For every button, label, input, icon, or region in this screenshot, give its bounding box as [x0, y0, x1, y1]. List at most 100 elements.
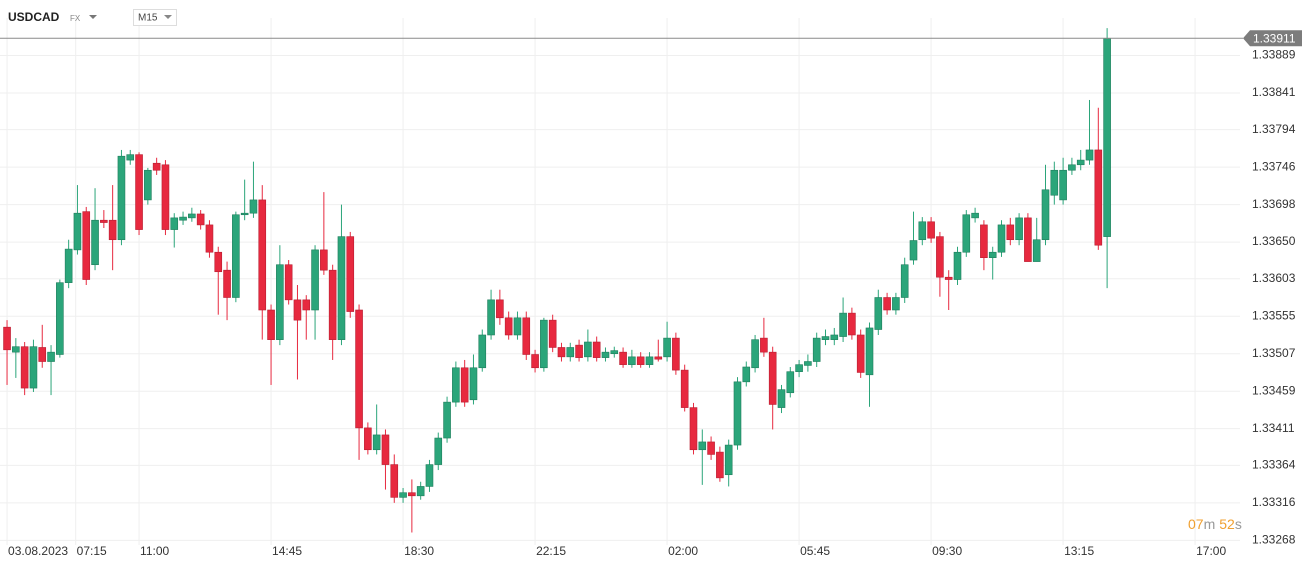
candle-body — [936, 236, 944, 278]
y-tick-label: 1.33411 — [1252, 421, 1295, 435]
candle-body — [980, 224, 988, 258]
candle-body — [513, 317, 522, 336]
candle-body — [64, 248, 73, 283]
candle-body — [205, 224, 214, 253]
candle-body — [1032, 239, 1041, 262]
candle-body — [328, 269, 337, 340]
candle-body — [751, 339, 759, 369]
candle-body — [12, 346, 20, 353]
candle-body — [47, 351, 55, 362]
candle-body — [311, 249, 319, 311]
candle-body — [135, 154, 143, 230]
candle-body — [1059, 169, 1067, 201]
candle-body — [240, 212, 249, 216]
candle-body — [425, 464, 434, 487]
symbol[interactable]: USDCAD — [8, 10, 60, 24]
candle-body — [1050, 169, 1059, 196]
candle-body — [390, 464, 399, 498]
candle-body — [408, 492, 416, 497]
candle-body — [592, 341, 601, 358]
candle-body — [742, 366, 751, 383]
candle-body — [91, 219, 99, 266]
candles — [3, 28, 1111, 533]
candle-body — [20, 346, 29, 389]
countdown: 07m 52s — [1188, 516, 1242, 532]
x-tick-label: 11:00 — [140, 544, 169, 558]
candle-body — [232, 214, 240, 298]
candle-body — [3, 326, 11, 351]
candle-body — [346, 236, 355, 312]
candle-body — [830, 334, 839, 340]
candle-body — [496, 299, 504, 319]
candle-body — [1085, 149, 1094, 161]
candle-body — [848, 312, 856, 336]
x-tick-label: 09:30 — [932, 544, 962, 558]
candle-body — [628, 356, 636, 365]
x-tick-label: 22:15 — [536, 544, 566, 558]
candle-body — [636, 356, 645, 365]
candle-body — [487, 299, 495, 336]
candle-body — [610, 350, 619, 355]
candle-body — [364, 427, 372, 451]
candle-body — [988, 251, 997, 258]
y-tick-label: 1.33603 — [1252, 271, 1296, 285]
y-tick-label: 1.33746 — [1252, 159, 1296, 173]
candle-body — [733, 381, 742, 446]
symbol-caret[interactable] — [89, 15, 97, 19]
candle-body — [892, 297, 900, 311]
candle-body — [469, 367, 478, 401]
y-tick-label: 1.33794 — [1252, 122, 1296, 136]
market: FX — [70, 14, 81, 23]
candle-body — [117, 155, 126, 241]
candle-body — [760, 337, 768, 353]
candle-body — [856, 334, 865, 373]
candle-body — [865, 327, 874, 376]
candle-body — [548, 319, 557, 348]
candle-body — [645, 356, 654, 365]
candle-body — [812, 337, 821, 362]
candle-body — [962, 214, 971, 253]
candle-body — [707, 441, 715, 455]
candle-body — [874, 297, 883, 330]
candle-body — [997, 224, 1006, 253]
candle-body — [416, 486, 425, 497]
interval-box[interactable] — [133, 9, 177, 26]
candle-body — [460, 367, 469, 403]
x-tick-label: 18:30 — [404, 544, 434, 558]
x-tick-label: 13:15 — [1064, 544, 1094, 558]
candle-body — [1024, 217, 1032, 262]
candle-body — [478, 334, 487, 369]
candle-body — [276, 264, 284, 340]
candle-body — [504, 317, 513, 336]
countdown-seconds: 52 — [1219, 516, 1235, 532]
candle-body — [1094, 149, 1103, 246]
y-tick-label: 1.33316 — [1252, 495, 1296, 509]
candle-body — [188, 213, 196, 219]
y-tick-label: 1.33268 — [1252, 532, 1296, 546]
candle-body — [927, 221, 935, 239]
x-tick-label: 17:00 — [1196, 544, 1226, 558]
candle-body — [601, 351, 610, 358]
y-tick-label: 1.33650 — [1252, 234, 1296, 248]
candle-body — [672, 337, 680, 371]
interval[interactable]: M15 — [138, 13, 158, 24]
candle-body — [883, 297, 891, 311]
candle-body — [619, 351, 627, 365]
candle-body — [293, 299, 302, 321]
interval-caret[interactable] — [164, 15, 172, 19]
candle-body — [698, 441, 707, 451]
candle-body — [566, 347, 575, 358]
last-price-tag — [1243, 30, 1302, 47]
candle-body — [82, 211, 91, 280]
candle-body — [1006, 224, 1015, 241]
candle-body — [337, 236, 346, 340]
x-tick-label: 03.08.2023 — [8, 544, 68, 558]
candle-body — [953, 251, 962, 280]
candle-body — [284, 264, 293, 301]
candle-body — [399, 492, 407, 498]
candle-body — [1068, 164, 1076, 171]
y-tick-label: 1.33364 — [1252, 458, 1296, 472]
